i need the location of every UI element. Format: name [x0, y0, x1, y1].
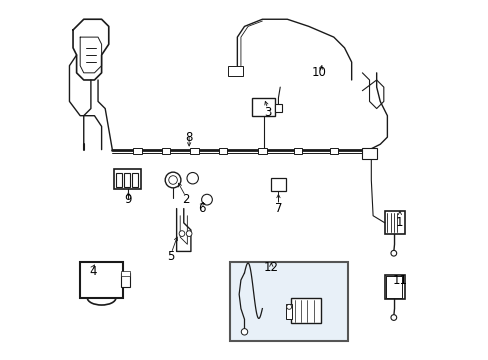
Circle shape: [186, 172, 198, 184]
Bar: [228, 66, 242, 76]
Text: 2: 2: [182, 193, 189, 206]
Bar: [116, 173, 122, 187]
Circle shape: [241, 329, 247, 335]
Bar: [274, 104, 282, 112]
Bar: [230, 262, 347, 341]
Bar: [285, 304, 291, 319]
Bar: [384, 275, 404, 298]
Text: 11: 11: [391, 274, 407, 287]
Circle shape: [186, 231, 192, 237]
Text: 6: 6: [198, 202, 205, 215]
Bar: [258, 148, 266, 154]
Text: 3: 3: [264, 105, 271, 119]
Bar: [329, 148, 337, 154]
Bar: [121, 271, 130, 276]
Circle shape: [168, 176, 177, 184]
Bar: [218, 148, 227, 154]
Bar: [121, 273, 130, 287]
Bar: [114, 169, 141, 189]
Bar: [131, 173, 138, 187]
Circle shape: [165, 172, 181, 188]
Bar: [190, 148, 198, 154]
Bar: [293, 148, 302, 154]
Circle shape: [286, 304, 291, 309]
Text: 1: 1: [395, 216, 403, 229]
Bar: [133, 148, 142, 154]
Text: 9: 9: [124, 193, 132, 206]
Bar: [385, 276, 401, 298]
Bar: [123, 173, 130, 187]
Bar: [162, 148, 170, 154]
Bar: [384, 211, 404, 234]
Text: 12: 12: [263, 261, 278, 274]
Text: 10: 10: [311, 66, 326, 79]
Text: 8: 8: [185, 131, 192, 144]
Text: 4: 4: [89, 265, 96, 278]
Bar: [385, 276, 401, 298]
Bar: [362, 148, 376, 158]
Circle shape: [390, 250, 396, 256]
Bar: [385, 276, 401, 298]
Text: 7: 7: [274, 202, 282, 215]
Circle shape: [179, 231, 184, 237]
Bar: [271, 178, 285, 191]
Circle shape: [390, 315, 396, 320]
Circle shape: [201, 194, 212, 205]
Bar: [290, 298, 321, 323]
Bar: [251, 98, 274, 116]
Bar: [80, 262, 123, 298]
Bar: [385, 276, 401, 298]
Bar: [385, 276, 401, 298]
Text: 5: 5: [167, 250, 175, 263]
